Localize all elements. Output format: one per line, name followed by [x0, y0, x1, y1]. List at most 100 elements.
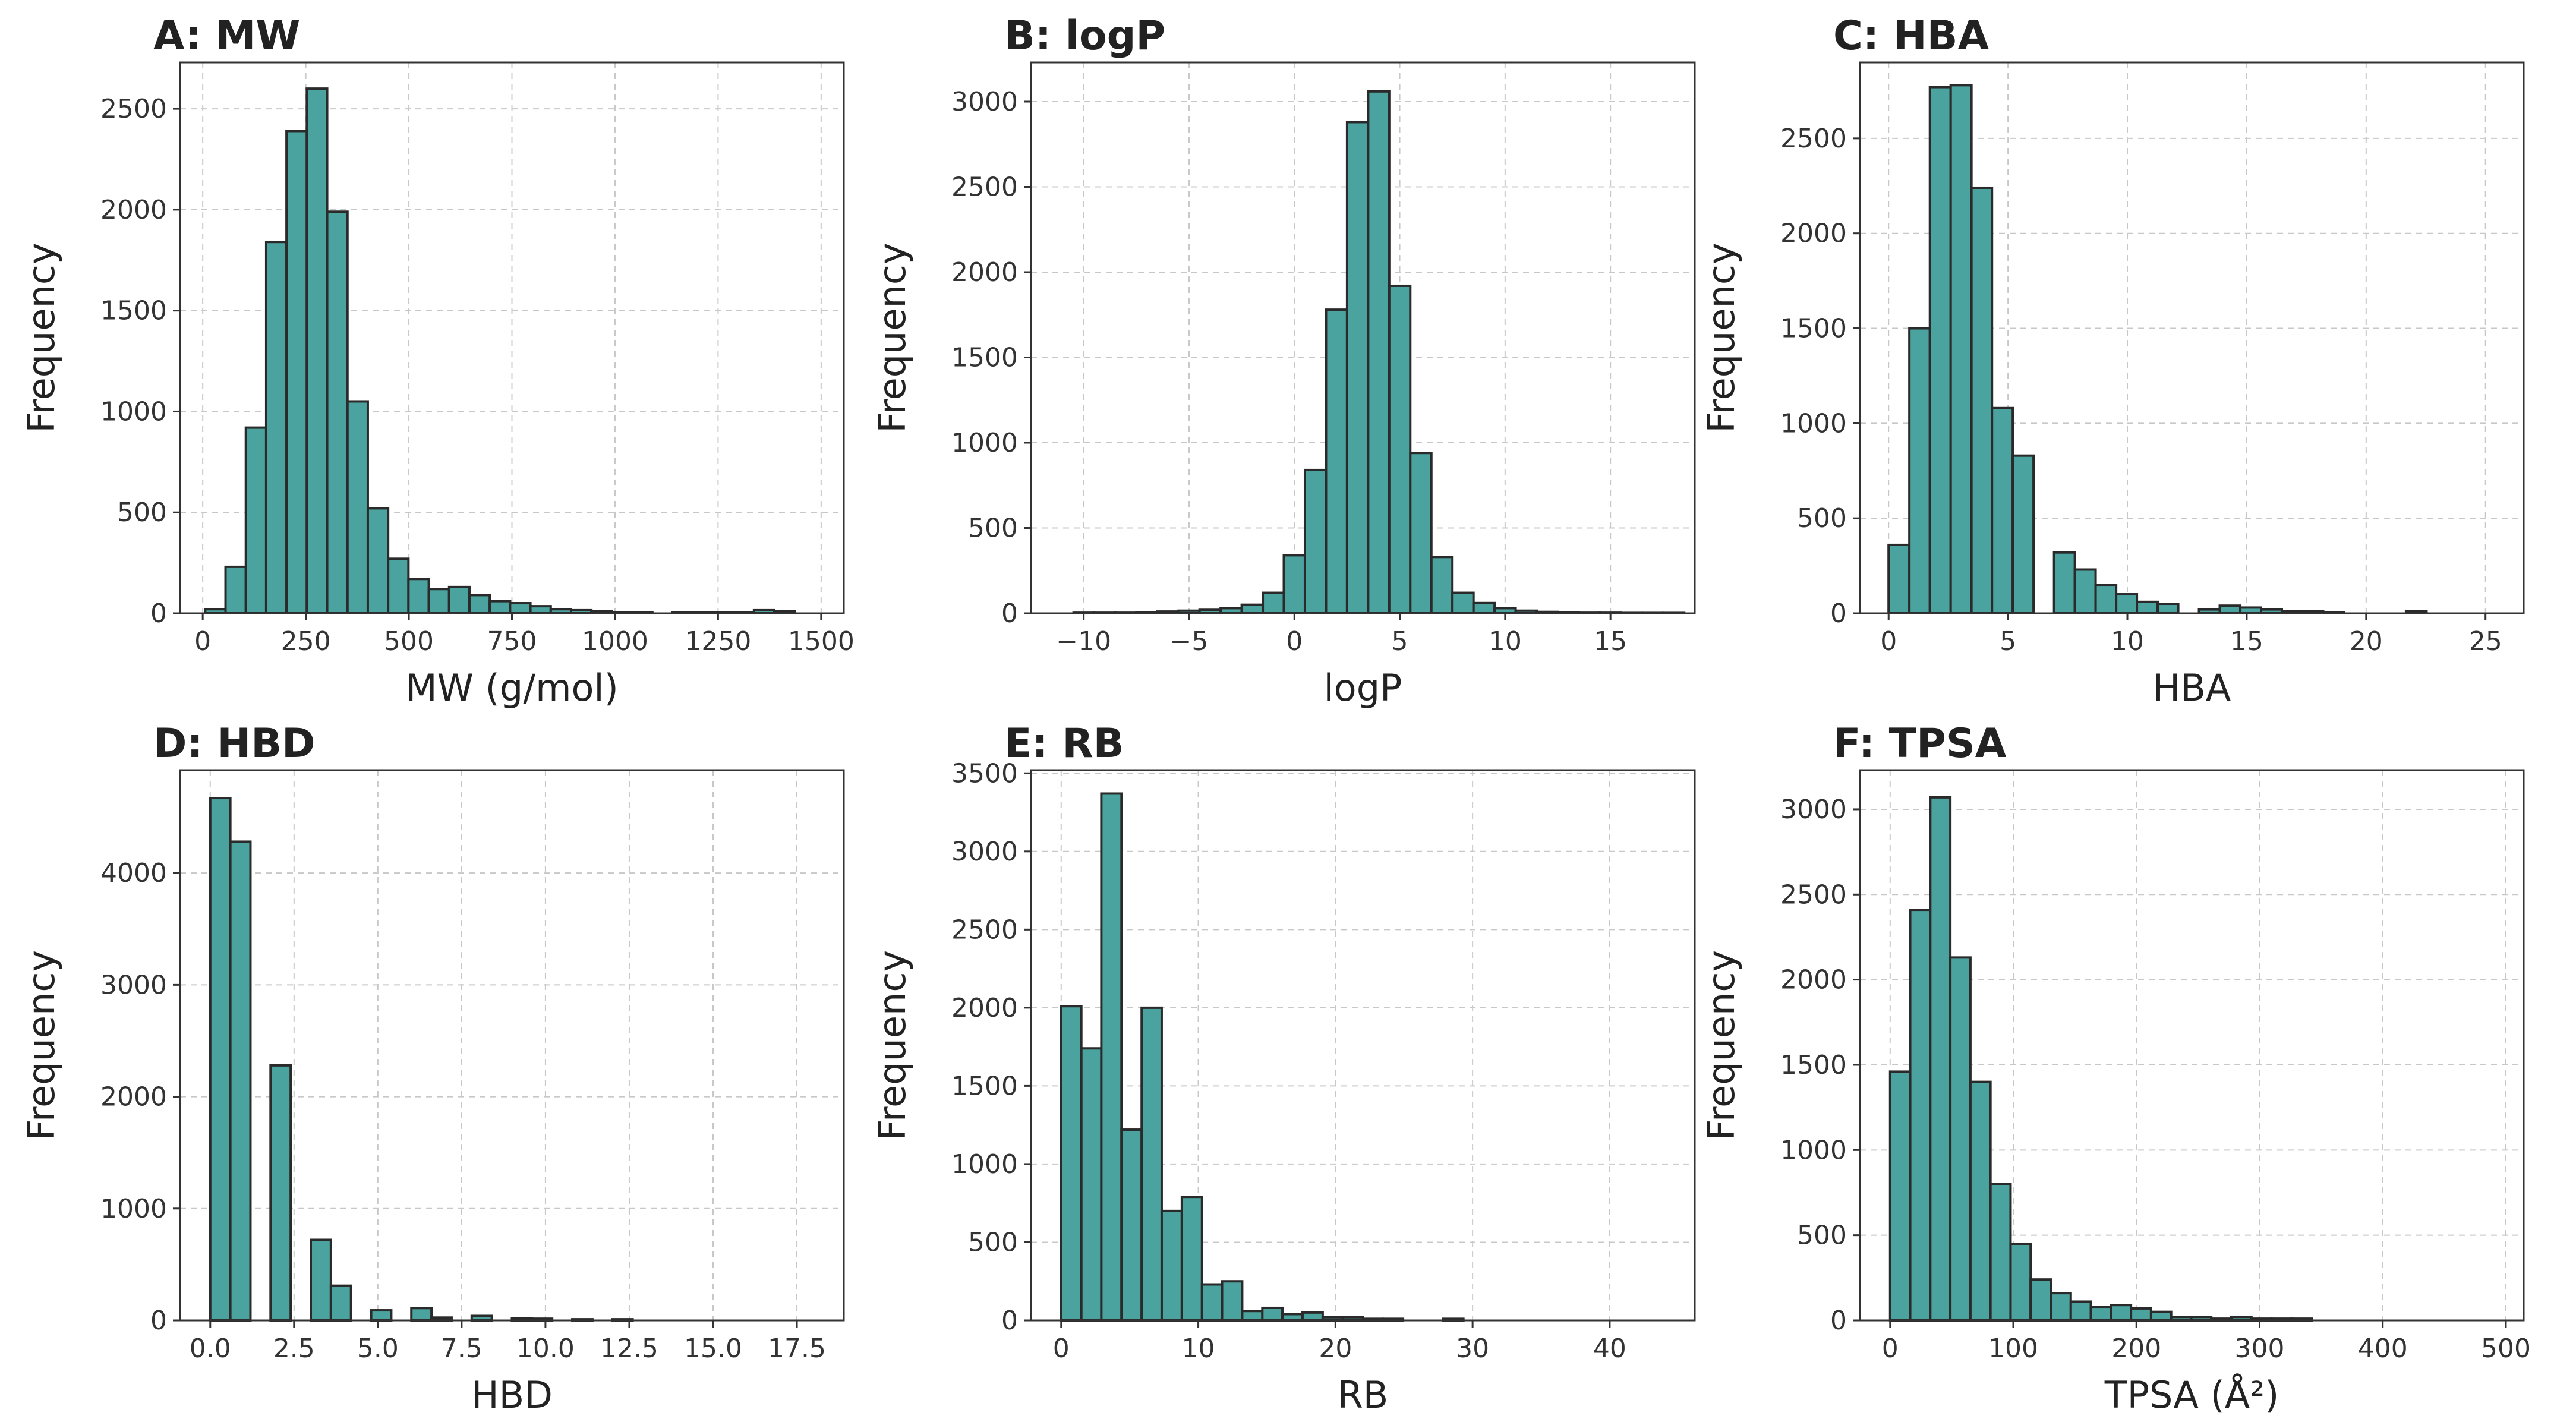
panel-mw: 0 250 500 750 1000 1250 1500 0 500 1000 1500 2000 25…	[20, 12, 855, 710]
x-tick-label: 500	[2481, 1333, 2531, 1364]
histogram-bar	[1100, 792, 1123, 1322]
histogram-bar	[224, 565, 247, 615]
x-tick-label: 750	[487, 626, 537, 657]
histogram-bar	[1241, 1310, 1264, 1322]
histogram-bar	[488, 600, 512, 615]
y-tick-label: 2500	[951, 172, 1018, 203]
histogram-bar	[1281, 1313, 1304, 1322]
histogram-bar	[1949, 84, 1973, 614]
histogram-bar	[1325, 308, 1348, 614]
panel-hba: 0 5 10 15 20 25 0 500 1000 1500 2000 2500 C: HBA HBA F…	[1700, 12, 2525, 710]
histogram-bar	[1060, 1005, 1083, 1322]
histogram-bar	[1140, 1006, 1163, 1322]
x-tick-label: 7.5	[441, 1333, 483, 1364]
x-axis-label: RB	[1338, 1373, 1389, 1417]
histogram-bar	[346, 400, 369, 614]
y-tick-label: 0	[1830, 598, 1847, 629]
x-tick-label: 300	[2234, 1333, 2284, 1364]
y-axis-label: Frequency	[20, 950, 63, 1140]
histogram-bar	[410, 1307, 433, 1322]
histogram-bar	[1451, 591, 1475, 614]
y-tick-label: 2000	[100, 1082, 167, 1112]
plot-frame	[1859, 61, 2525, 614]
y-tick-label: 2000	[1780, 965, 1847, 995]
histogram-bar	[2156, 603, 2180, 614]
histogram-bar	[2011, 454, 2035, 614]
histogram-bar	[1989, 1183, 2012, 1322]
histogram-bar	[1928, 86, 1952, 614]
histogram-bar	[1388, 284, 1412, 614]
histogram-bar	[1367, 90, 1391, 614]
y-tick-label: 2500	[100, 94, 167, 124]
y-tick-label: 0	[150, 1306, 167, 1336]
histogram-bar	[2094, 584, 2118, 614]
histogram-bar	[1262, 591, 1285, 614]
x-tick-label: 200	[2111, 1333, 2161, 1364]
plot-frame	[1030, 61, 1696, 614]
histogram-bar	[1908, 327, 1931, 614]
y-tick-label: 2500	[1780, 879, 1847, 910]
y-axis-label: Frequency	[20, 242, 63, 433]
hba-bars	[1887, 84, 2428, 615]
histogram-bar	[2110, 1304, 2133, 1322]
y-tick-label: 1000	[1780, 408, 1847, 439]
histogram-bar	[387, 557, 410, 614]
y-axis-label: Frequency	[871, 242, 914, 433]
x-tick-label: 25	[2469, 626, 2502, 657]
histogram-bar	[305, 87, 329, 614]
histogram-bar	[2073, 568, 2097, 614]
histogram-bar	[427, 588, 450, 614]
x-tick-label: 2.5	[273, 1333, 315, 1364]
y-tick-label: 2000	[951, 993, 1018, 1023]
y-tick-label: 2000	[951, 257, 1018, 288]
histogram-bar	[1282, 554, 1306, 615]
x-tick-label: −10	[1056, 626, 1111, 657]
x-tick-label: 10	[1489, 626, 1522, 657]
histogram-bar	[1080, 1047, 1103, 1322]
histogram-bar	[509, 602, 532, 614]
histogram-bar	[1430, 556, 1454, 614]
y-tick-label: 1500	[951, 1071, 1018, 1101]
histogram-bar	[2089, 1306, 2112, 1322]
y-tick-label: 1500	[1780, 1050, 1847, 1080]
panel-tpsa: 0 100 200 300 400 500 0 500 1000 1500 2000 2500 3000…	[1700, 720, 2531, 1417]
x-tick-label: 20	[2350, 626, 2383, 657]
x-axis-label: HBD	[471, 1373, 553, 1417]
histogram-bar	[370, 1309, 393, 1322]
x-tick-label: 15.0	[684, 1333, 742, 1364]
x-tick-label: 5.0	[357, 1333, 399, 1364]
panel-title: A: MW	[153, 12, 300, 59]
y-tick-label: 1500	[100, 296, 167, 326]
plot-frame	[1859, 769, 2525, 1322]
y-tick-label: 1000	[1780, 1135, 1847, 1165]
y-tick-label: 1500	[951, 343, 1018, 373]
x-tick-label: 10	[2111, 626, 2144, 657]
y-tick-label: 3000	[1780, 794, 1847, 825]
x-tick-label: 5	[2000, 626, 2016, 657]
histogram-bar	[1909, 909, 1932, 1322]
plot-frame	[1030, 769, 1696, 1322]
y-tick-label: 0	[150, 598, 167, 629]
y-tick-label: 1000	[951, 428, 1018, 458]
rb-bars	[1060, 792, 1465, 1322]
histogram-bar	[1949, 956, 1972, 1322]
histogram-bar	[285, 130, 308, 614]
x-axis-label: HBA	[2153, 666, 2231, 710]
histogram-bar	[2052, 551, 2076, 614]
histogram-bar	[1345, 121, 1370, 614]
x-tick-label: 17.5	[768, 1333, 826, 1364]
y-tick-label: 0	[1001, 598, 1018, 629]
histogram-bar	[2218, 604, 2242, 615]
y-tick-label: 500	[1797, 1221, 1847, 1251]
x-tick-label: 1500	[788, 626, 855, 657]
histogram-bar	[1888, 1070, 1912, 1322]
x-tick-label: 250	[281, 626, 331, 657]
histogram-bar	[1991, 406, 2014, 614]
panel-title: D: HBD	[153, 720, 316, 767]
histogram-bar	[529, 605, 552, 614]
histogram-bar	[1120, 1128, 1143, 1322]
histogram-bar	[209, 797, 232, 1322]
histogram-bar	[244, 426, 267, 614]
x-tick-label: 30	[1456, 1333, 1489, 1364]
panel-title: B: logP	[1004, 12, 1165, 59]
